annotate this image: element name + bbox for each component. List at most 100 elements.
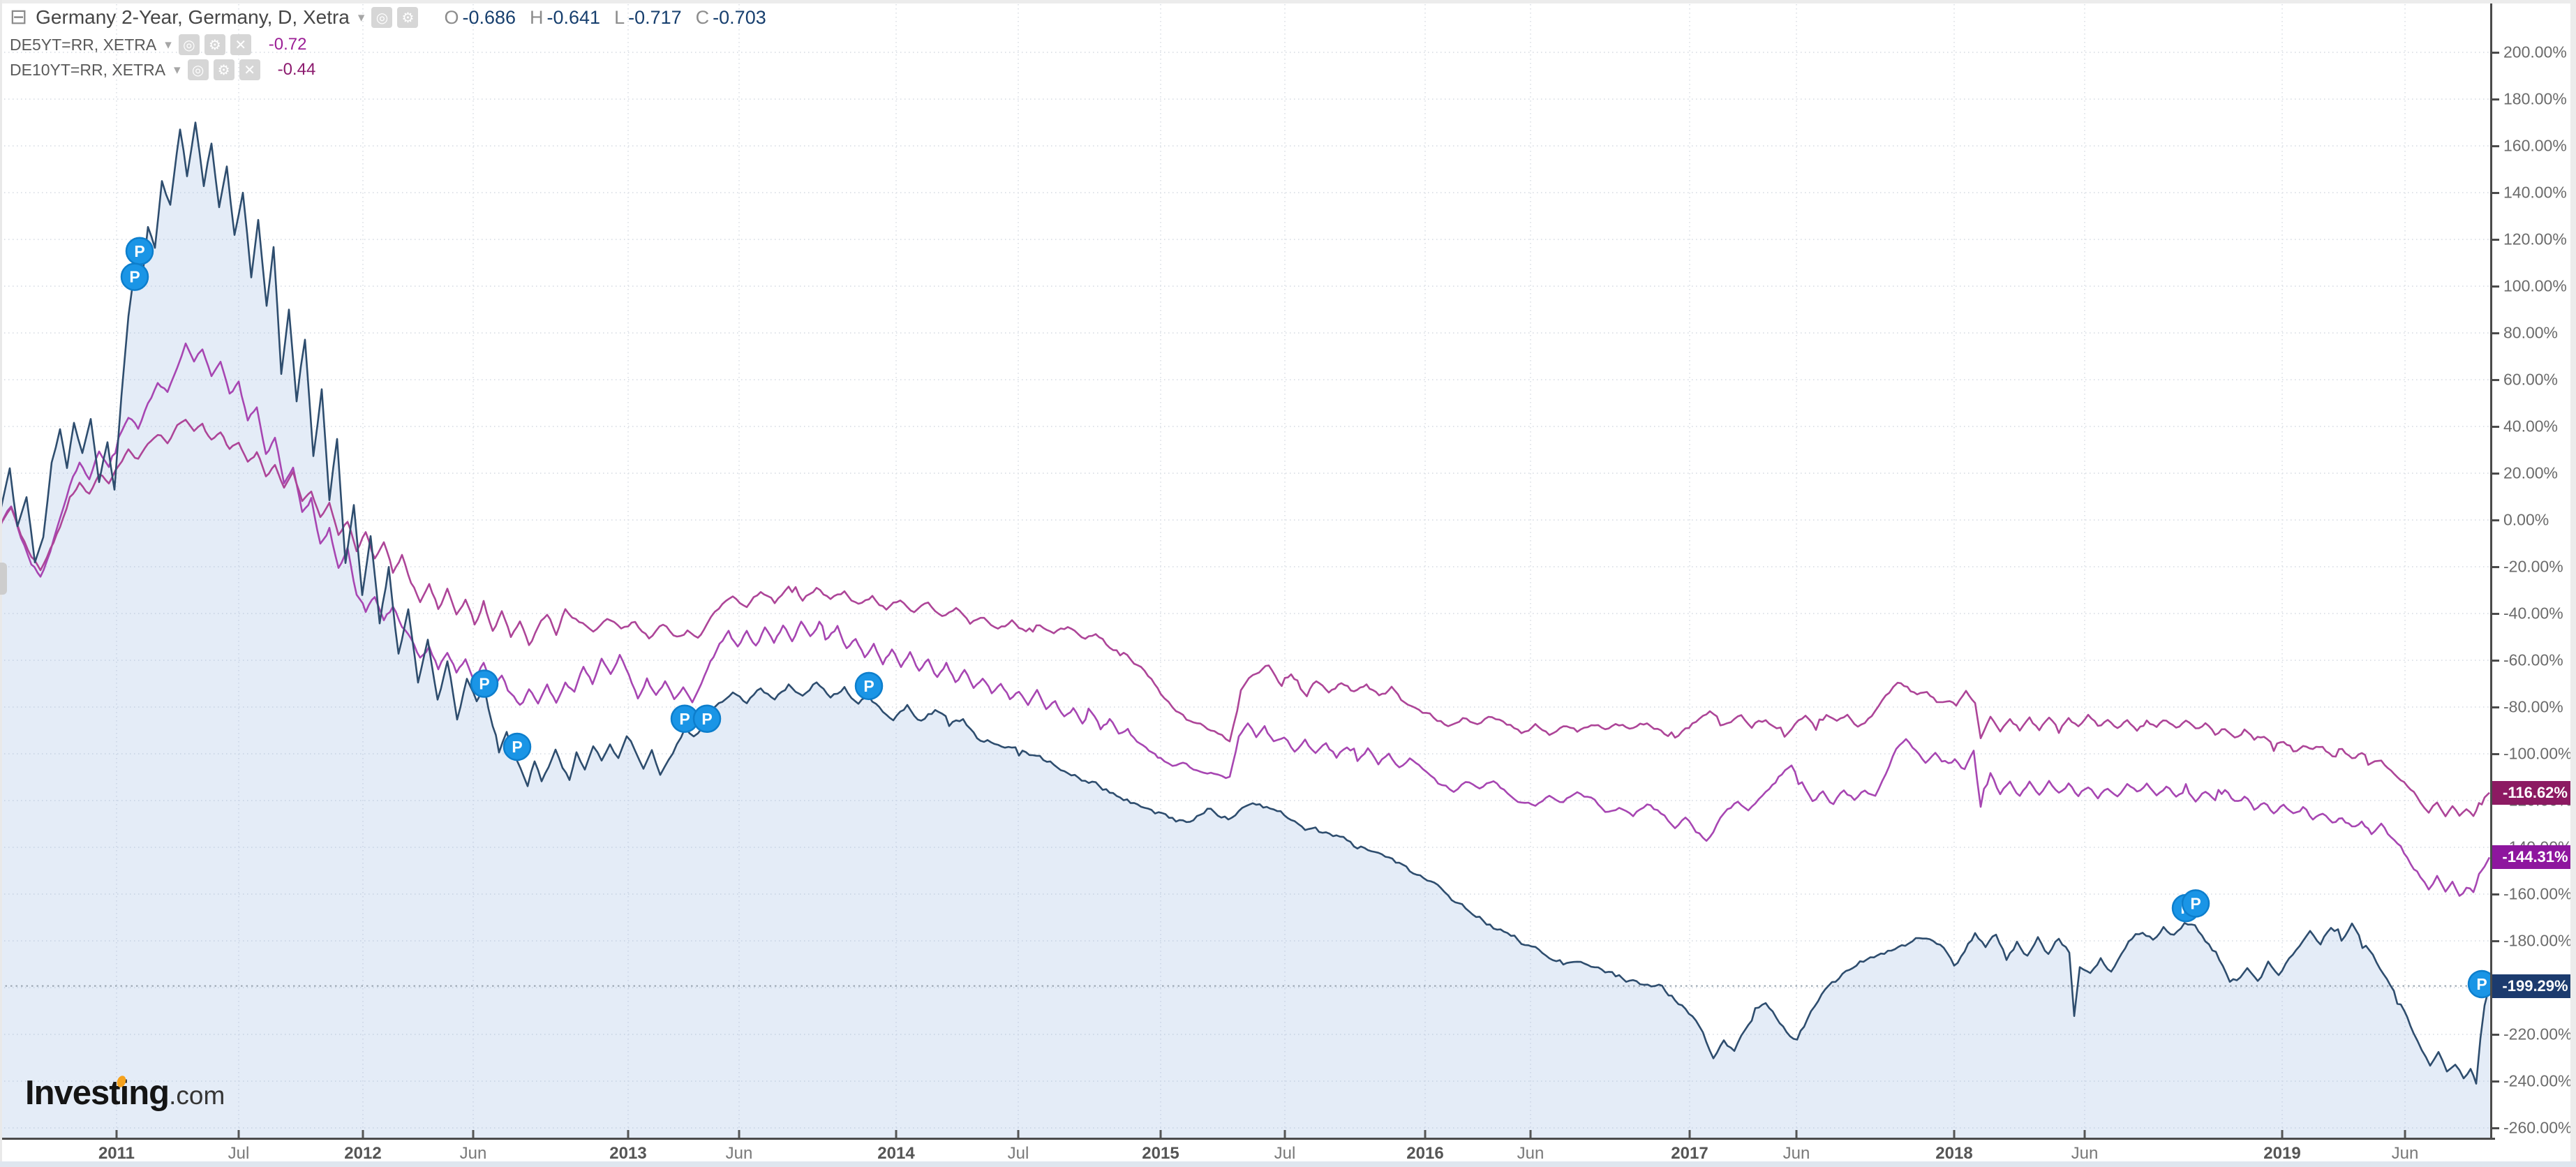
price-tick: [2492, 1080, 2499, 1083]
symbol-title[interactable]: Germany 2-Year, Germany, D, Xetra: [36, 6, 350, 28]
main-series-area: [0, 122, 2490, 1138]
event-marker-label: P: [679, 710, 690, 728]
price-axis-label: 20.00%: [2503, 463, 2559, 482]
time-axis-label: Jul: [1274, 1144, 1296, 1163]
event-marker[interactable]: [854, 671, 884, 701]
series-line-de10yt-rr[interactable]: [0, 419, 2490, 817]
series-line-germany-2-year[interactable]: [0, 121, 2491, 1085]
chevron-down-icon[interactable]: ▾: [165, 37, 172, 52]
price-axis-label: 60.00%: [2503, 370, 2559, 389]
chevron-down-icon[interactable]: ▾: [174, 62, 181, 77]
high-label: H: [530, 6, 544, 28]
time-axis-label: 2016: [1406, 1144, 1444, 1163]
gear-icon[interactable]: ⚙: [204, 34, 225, 55]
low-label: L: [614, 6, 625, 28]
price-tick: [2492, 660, 2499, 662]
compare-row-de10yt: DE10YT=RR, XETRA ▾ ◎ ⚙ ✕ -0.44: [10, 57, 766, 82]
eye-icon[interactable]: ◎: [178, 34, 200, 55]
price-axis-label: -260.00%: [2503, 1118, 2573, 1137]
price-tick: [2492, 379, 2499, 381]
price-tick: [2492, 753, 2499, 755]
series-line-de5yt-rr[interactable]: [0, 342, 2491, 897]
price-tick: [2492, 98, 2499, 101]
event-marker[interactable]: [2181, 889, 2210, 918]
event-marker[interactable]: [120, 262, 149, 291]
compare-symbol-label[interactable]: DE10YT=RR, XETRA: [10, 60, 166, 79]
bottom-edge-strip: [0, 1161, 2576, 1167]
logo-brand-text: Investing: [25, 1074, 170, 1112]
price-tick: [2492, 473, 2499, 475]
time-axis-label: 2013: [609, 1144, 647, 1163]
low-value: -0.717: [628, 6, 682, 28]
toolbar-handle[interactable]: [0, 563, 7, 595]
time-axis-label: 2017: [1671, 1144, 1708, 1163]
eye-icon[interactable]: ◎: [187, 59, 209, 80]
price-axis-label: 120.00%: [2503, 230, 2567, 248]
price-axis[interactable]: 200.00% 180.00% 160.00% 140.00% 120.00% 100.0…: [2490, 0, 2576, 1138]
price-axis-label: -40.00%: [2503, 604, 2563, 623]
compare-last-value: -0.72: [268, 35, 307, 54]
price-axis-label: 200.00%: [2503, 43, 2567, 61]
price-tick: [2492, 893, 2499, 895]
event-marker-label: P: [129, 268, 140, 286]
time-axis-label: 2011: [98, 1144, 135, 1163]
symbol-row: ⊟ Germany 2-Year, Germany, D, Xetra ▾ ◎ …: [10, 3, 766, 32]
time-axis-label: Jul: [228, 1144, 250, 1163]
price-axis-label: -240.00%: [2503, 1071, 2573, 1090]
price-tag: -199.29%: [2492, 974, 2576, 998]
time-axis-label: 2014: [877, 1144, 915, 1163]
close-value: -0.703: [713, 6, 766, 28]
time-axis[interactable]: 2011 Jul 2012 Jun 2013 Jun 2014 Jul 2015 Jul 2016 J…: [0, 1138, 2495, 1167]
price-axis-label: 160.00%: [2503, 136, 2567, 155]
eye-icon[interactable]: ◎: [371, 7, 393, 28]
close-icon[interactable]: ✕: [239, 59, 260, 80]
compare-row-de5yt: DE5YT=RR, XETRA ▾ ◎ ⚙ ✕ -0.72: [10, 32, 766, 57]
investing-logo[interactable]: Investing.com: [25, 1073, 225, 1113]
price-axis-label: 0.00%: [2503, 510, 2549, 529]
open-label: O: [444, 6, 459, 28]
price-tick: [2492, 940, 2499, 942]
price-axis-label: -180.00%: [2503, 931, 2573, 950]
time-axis-label: 2018: [1935, 1144, 1973, 1163]
price-tick: [2492, 426, 2499, 428]
right-scroll-strip[interactable]: [2570, 0, 2576, 1167]
event-marker-label: P: [134, 242, 144, 260]
compare-last-value: -0.44: [277, 60, 316, 79]
compare-symbol-label[interactable]: DE5YT=RR, XETRA: [10, 35, 157, 54]
event-marker-label: P: [863, 677, 874, 695]
price-tick: [2492, 1127, 2499, 1129]
close-label: C: [695, 6, 710, 28]
gear-icon[interactable]: ⚙: [213, 59, 234, 80]
price-tag: -116.62%: [2492, 780, 2576, 805]
time-axis-label: Jun: [459, 1144, 487, 1163]
price-tick: [2492, 613, 2499, 615]
open-value: -0.686: [462, 6, 516, 28]
top-edge-strip: [0, 0, 2576, 3]
ohlc-values: O -0.686 H -0.641 L -0.717 C -0.703: [430, 7, 766, 29]
price-tag: -144.31%: [2492, 845, 2576, 870]
price-tick: [2492, 566, 2499, 568]
event-marker[interactable]: [502, 732, 532, 761]
price-axis-label: -80.00%: [2503, 697, 2563, 716]
time-axis-label: 2012: [344, 1144, 382, 1163]
chevron-down-icon[interactable]: ▾: [357, 10, 365, 25]
event-marker[interactable]: [692, 704, 722, 733]
time-axis-label: Jun: [2391, 1144, 2419, 1163]
price-tick: [2492, 192, 2499, 194]
collapse-icon[interactable]: ⊟: [10, 6, 28, 29]
event-marker-label: P: [479, 675, 489, 693]
gear-icon[interactable]: ⚙: [397, 7, 419, 28]
time-axis-label: 2015: [1142, 1144, 1179, 1163]
event-marker-label: P: [701, 710, 712, 728]
price-axis-label: 80.00%: [2503, 323, 2559, 342]
price-tick: [2492, 239, 2499, 241]
price-axis-label: -220.00%: [2503, 1025, 2573, 1043]
close-icon[interactable]: ✕: [230, 34, 251, 55]
high-value: -0.641: [546, 6, 601, 28]
event-marker[interactable]: [470, 669, 499, 698]
time-axis-label: 2019: [2263, 1144, 2301, 1163]
price-axis-label: -100.00%: [2503, 744, 2573, 763]
event-marker-label: P: [2190, 894, 2201, 912]
